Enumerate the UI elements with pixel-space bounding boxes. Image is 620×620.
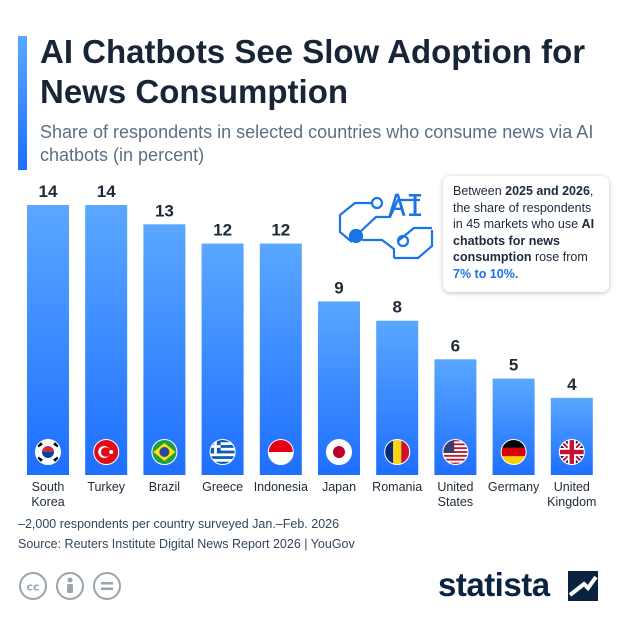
flag-group bbox=[384, 439, 411, 465]
category-label: Indonesia bbox=[254, 480, 308, 494]
svg-text:cc: cc bbox=[26, 581, 39, 594]
value-label: 6 bbox=[451, 336, 460, 355]
germany-flag-icon bbox=[501, 439, 527, 465]
bar-3 bbox=[201, 243, 244, 475]
japan-flag-icon bbox=[326, 439, 352, 465]
flag-border bbox=[384, 439, 411, 465]
category-label: Japan bbox=[322, 480, 356, 494]
category-label: Romania bbox=[372, 480, 422, 494]
circuit-node bbox=[348, 228, 364, 244]
flag-border bbox=[151, 439, 178, 465]
flag-group bbox=[151, 439, 178, 465]
flag-border bbox=[209, 439, 236, 465]
value-label: 9 bbox=[334, 278, 343, 297]
flag-border bbox=[267, 439, 294, 465]
flag-border bbox=[35, 439, 61, 465]
category-label: Kingdom bbox=[547, 495, 596, 509]
value-label: 13 bbox=[155, 201, 174, 220]
footnotes: –2,000 respondents per country surveyed … bbox=[18, 514, 518, 554]
category-label: Germany bbox=[488, 480, 540, 494]
survey-note: –2,000 respondents per country surveyed … bbox=[18, 517, 340, 531]
bar-2 bbox=[143, 224, 186, 475]
circuit-node bbox=[396, 234, 410, 248]
south-korea-flag-icon bbox=[35, 439, 61, 465]
flag-group bbox=[35, 439, 61, 465]
statista-logo-icon bbox=[568, 571, 598, 601]
callout-text: Between 2025 and 2026, the share of resp… bbox=[453, 184, 595, 281]
ai-label: AI bbox=[388, 189, 424, 224]
bar-1 bbox=[85, 205, 128, 475]
statista-wordmark: statista bbox=[438, 566, 551, 603]
flag-group bbox=[267, 439, 294, 465]
brazil-flag-icon bbox=[151, 439, 177, 465]
category-label: United bbox=[554, 480, 590, 494]
category-label: Turkey bbox=[87, 480, 125, 494]
statista-logo[interactable]: statista bbox=[438, 565, 608, 605]
circuit-node bbox=[370, 196, 384, 210]
ai-circuit-illustration: AI bbox=[338, 189, 434, 260]
category-label: Korea bbox=[31, 495, 64, 509]
category-label: Brazil bbox=[149, 480, 180, 494]
flag-group bbox=[442, 439, 469, 465]
category-label: States bbox=[438, 495, 473, 509]
value-label: 12 bbox=[213, 221, 232, 240]
flag-border bbox=[500, 439, 527, 465]
callout-box: Between 2025 and 2026, the share of resp… bbox=[443, 176, 609, 292]
circuit-trace bbox=[394, 230, 434, 260]
value-label: 14 bbox=[97, 182, 116, 201]
category-label: Greece bbox=[202, 480, 243, 494]
flag-border bbox=[558, 439, 585, 465]
value-label: 4 bbox=[567, 375, 577, 394]
indonesia-flag-icon bbox=[268, 439, 294, 465]
category-label: United bbox=[437, 480, 473, 494]
title-accent-bar bbox=[18, 36, 27, 170]
flag-group bbox=[558, 439, 585, 465]
flag-group bbox=[93, 439, 120, 465]
flag-border bbox=[93, 439, 120, 465]
circuit-trace bbox=[338, 201, 373, 243]
cc-icon: cc bbox=[19, 572, 47, 600]
source-note: Source: Reuters Institute Digital News R… bbox=[18, 537, 355, 551]
chart-subtitle: Share of respondents in selected countri… bbox=[40, 122, 594, 165]
flag-border bbox=[326, 439, 352, 465]
flag-border bbox=[442, 439, 469, 465]
value-label: 12 bbox=[271, 221, 290, 240]
value-label: 5 bbox=[509, 356, 518, 375]
greece-flag-icon bbox=[210, 439, 236, 465]
bar-0 bbox=[27, 205, 69, 475]
circuit-trace bbox=[397, 226, 432, 242]
circuit-trace bbox=[362, 238, 396, 258]
no-derivatives-icon bbox=[93, 572, 121, 600]
chart-title: AI Chatbots See Slow Adoption for News C… bbox=[40, 33, 586, 110]
flag-group bbox=[500, 439, 527, 465]
circuit-trace bbox=[359, 198, 420, 233]
united-states-flag-icon bbox=[442, 439, 468, 465]
attribution-icon bbox=[56, 572, 84, 600]
united-kingdom-flag-icon bbox=[559, 439, 585, 465]
license-icons: cc bbox=[19, 572, 121, 600]
value-label: 8 bbox=[392, 298, 401, 317]
category-label: South bbox=[32, 480, 65, 494]
flag-group bbox=[209, 439, 236, 465]
bar-4 bbox=[259, 243, 302, 475]
value-label: 14 bbox=[39, 182, 58, 201]
turkey-flag-icon bbox=[93, 439, 119, 465]
romania-flag-icon bbox=[384, 439, 410, 465]
flag-group bbox=[326, 439, 352, 465]
